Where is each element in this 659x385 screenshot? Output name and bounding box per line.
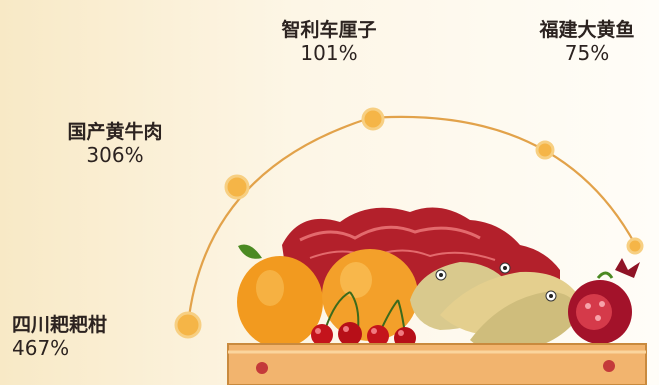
arc-dot-sichuan-orange <box>174 311 202 339</box>
item-percentage: 306% <box>86 142 144 167</box>
item-percentage: 101% <box>300 40 358 65</box>
item-percentage: 75% <box>564 40 610 65</box>
crate <box>227 343 647 385</box>
label-beef: 国产黄牛肉 306% <box>40 121 190 167</box>
orange-illustration <box>237 244 418 348</box>
arc-dot-beef <box>224 174 250 200</box>
pomegranate-illustration <box>568 258 640 344</box>
item-name: 智利车厘子 <box>281 19 377 41</box>
arc-dot-yellow-croaker <box>535 140 555 160</box>
arc-dot-cherry <box>361 107 385 131</box>
item-name: 国产黄牛肉 <box>67 121 163 143</box>
label-cherry: 智利车厘子 101% <box>254 19 404 65</box>
item-name: 福建大黄鱼 <box>539 19 635 41</box>
item-percentage: 467% <box>12 335 70 360</box>
arc-dot-end <box>626 237 644 255</box>
label-sichuan-orange: 四川耙耙柑 467% <box>12 314 108 360</box>
fish-illustration <box>410 262 580 353</box>
cherry-illustration <box>311 291 416 349</box>
label-yellow-croaker: 福建大黄鱼 75% <box>512 19 659 65</box>
item-name: 四川耙耙柑 <box>12 314 108 336</box>
